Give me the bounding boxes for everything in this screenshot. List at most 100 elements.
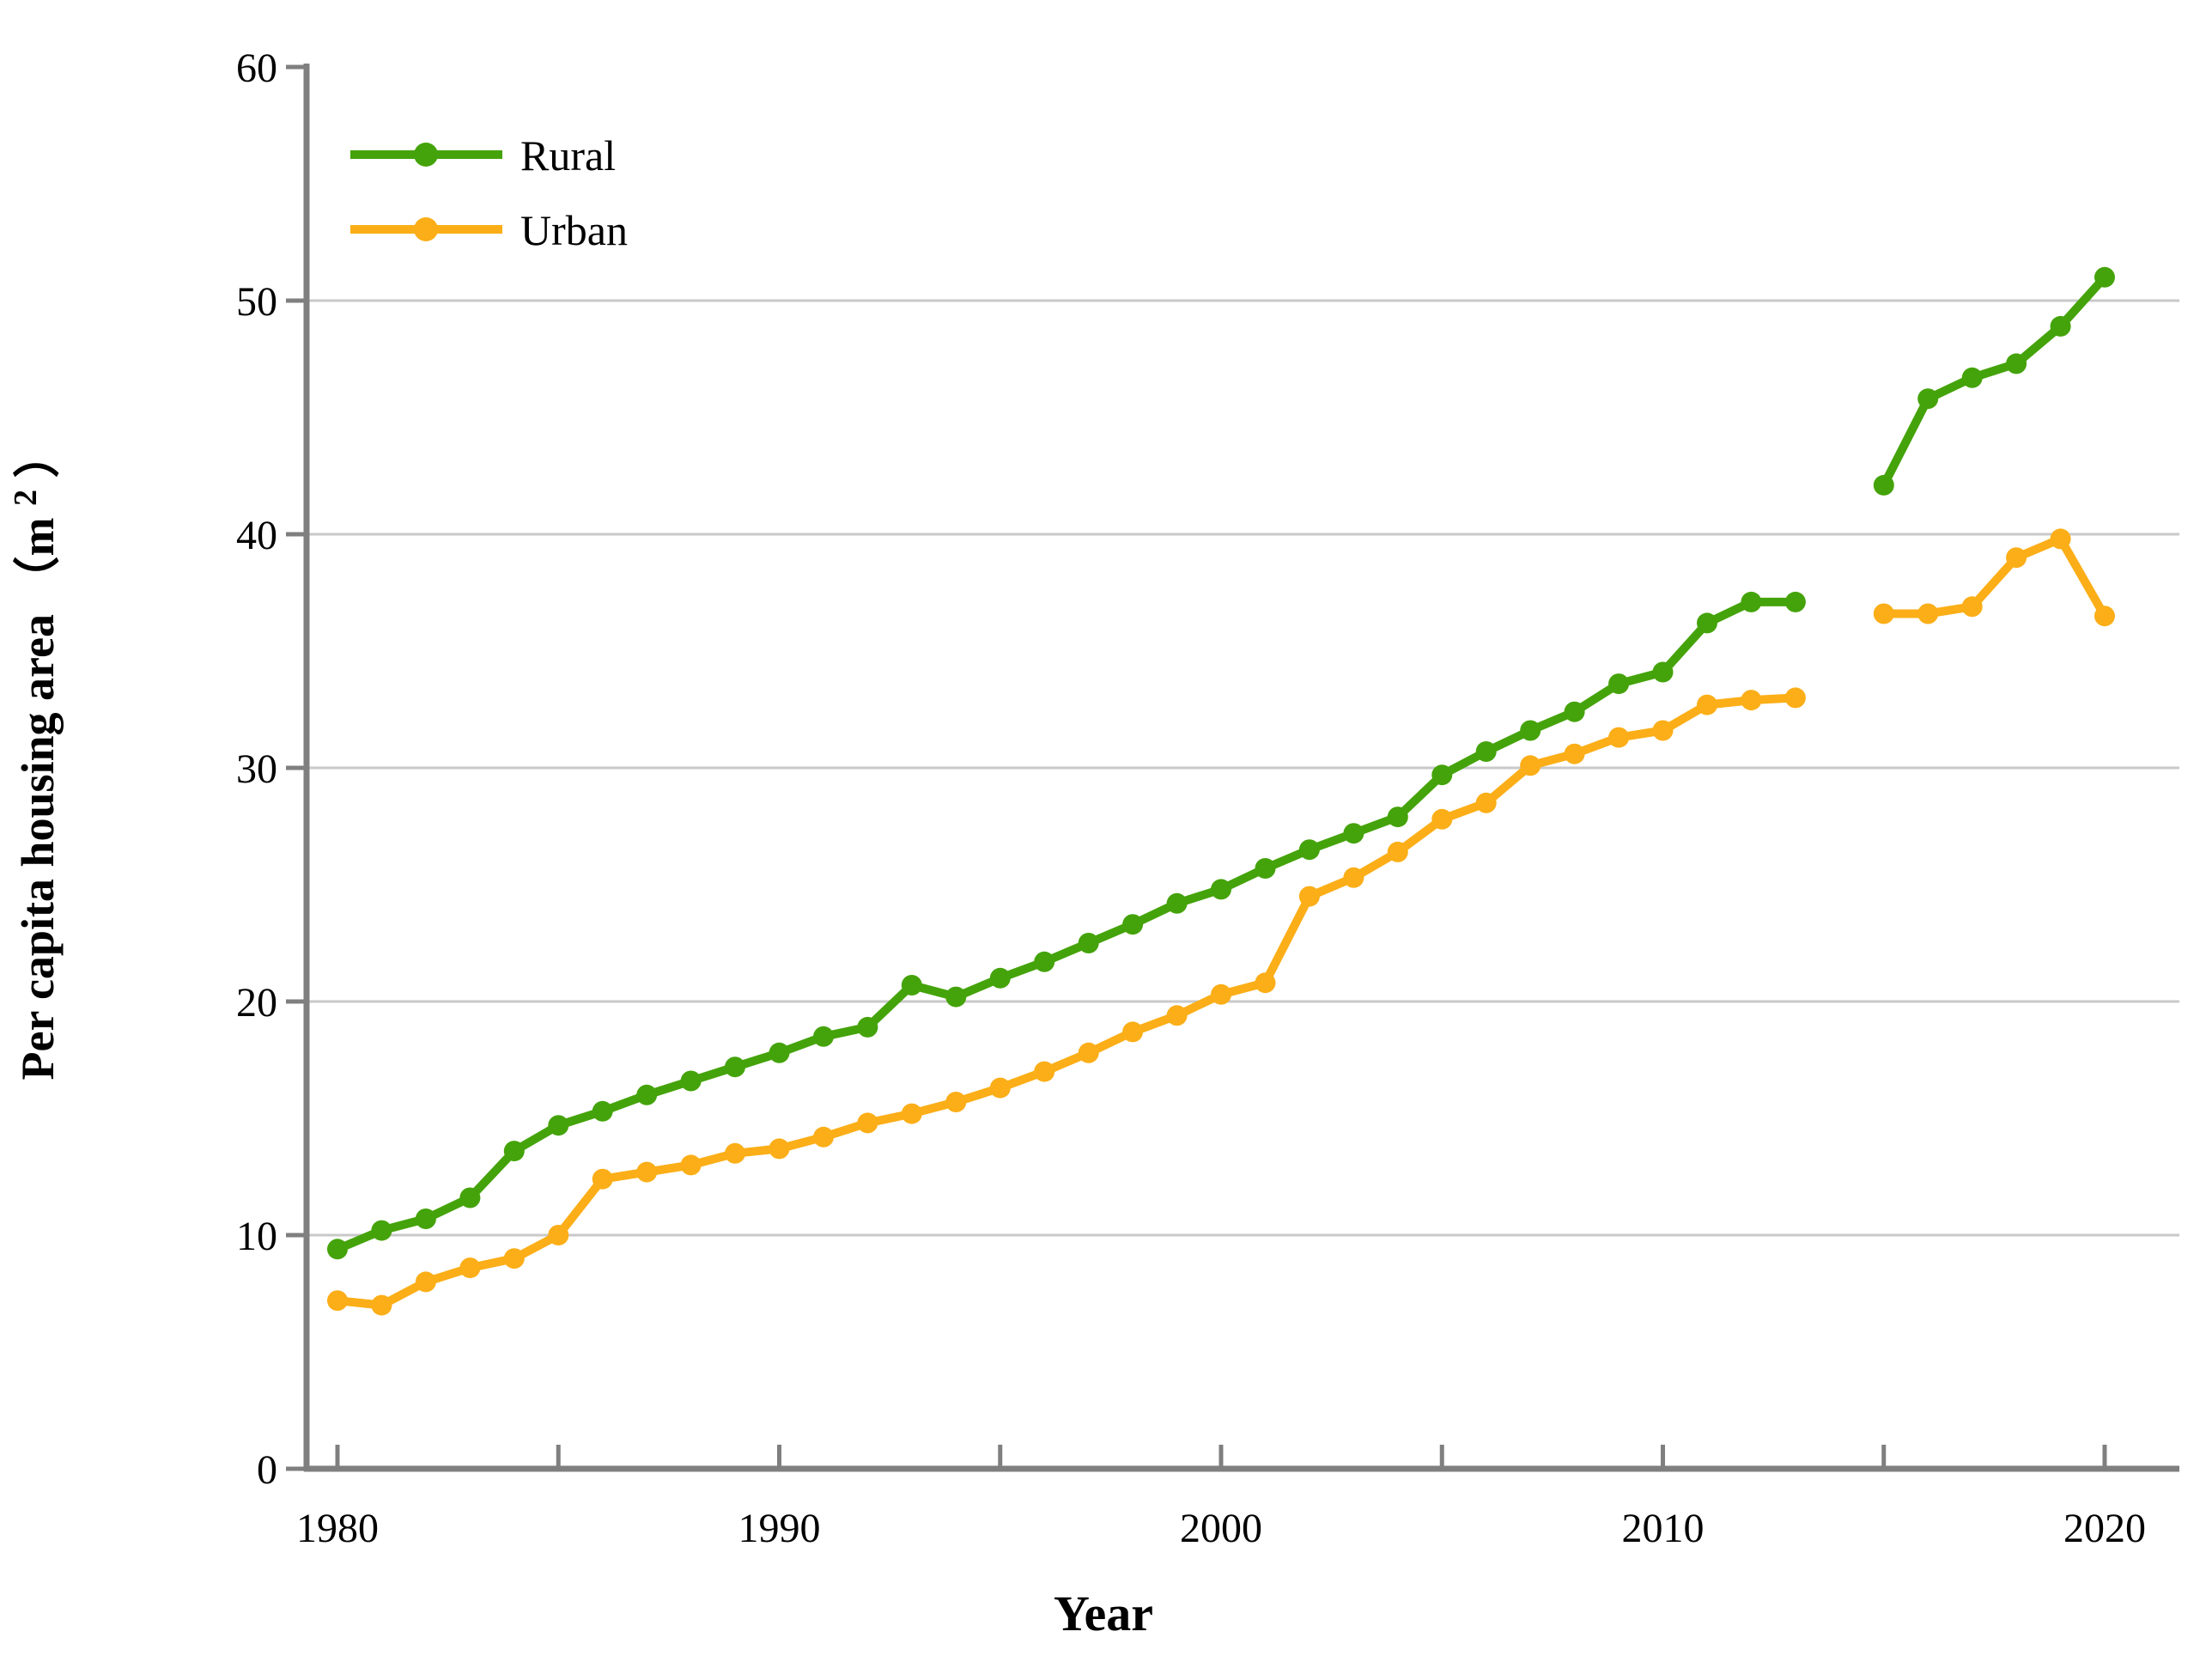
urban-point-2005 xyxy=(1431,808,1453,830)
y-axis-title-main: Per capita housing area （m xyxy=(12,517,64,1080)
rural-point-1987 xyxy=(636,1084,658,1105)
urban-point-2002 xyxy=(1298,886,1320,907)
rural-point-1992 xyxy=(857,1016,878,1038)
urban-point-2001 xyxy=(1255,972,1276,994)
y-tick-label-40: 40 xyxy=(236,513,277,558)
urban-point-1994 xyxy=(945,1092,967,1112)
rural-point-1980 xyxy=(327,1239,348,1260)
rural-point-1989 xyxy=(725,1056,745,1078)
urban-point-1999 xyxy=(1166,1005,1188,1026)
rural-point-1985 xyxy=(548,1115,569,1136)
rural-point-2001 xyxy=(1255,858,1276,879)
rural-point-1997 xyxy=(1078,933,1099,953)
urban-series-line-segment-1 xyxy=(333,693,1800,1310)
urban-point-1992 xyxy=(857,1112,878,1134)
urban-point-1980 xyxy=(327,1290,348,1312)
rural-point-2000 xyxy=(1211,879,1231,900)
x-axis-title: Year xyxy=(1054,1586,1153,1641)
urban-point-1993 xyxy=(901,1103,922,1124)
rural-point-2011 xyxy=(1697,612,1717,634)
urban-point-1998 xyxy=(1122,1021,1144,1043)
rural-point-2003 xyxy=(1343,823,1364,844)
gridlines-layer xyxy=(307,299,2179,1237)
urban-point-2003 xyxy=(1343,867,1364,888)
urban-series-line-segment-2 xyxy=(1879,534,2109,621)
y-axis-title: Per capita housing area （m 2 ） xyxy=(0,432,64,1081)
urban-point-2013 xyxy=(1784,687,1806,709)
rural-point-1983 xyxy=(459,1187,481,1209)
urban-point-1986 xyxy=(592,1168,613,1190)
urban-point-2004 xyxy=(1387,841,1408,862)
rural-point-1995 xyxy=(989,967,1011,989)
y-tick-label-30: 30 xyxy=(236,746,277,792)
urban-point-1984 xyxy=(503,1248,525,1269)
legend: Rural Urban xyxy=(350,131,628,254)
rural-point-2002 xyxy=(1298,839,1320,861)
urban-point-1983 xyxy=(459,1257,481,1279)
y-tick-label-50: 50 xyxy=(236,279,277,325)
rural-point-1991 xyxy=(813,1026,834,1047)
urban-point-2011 xyxy=(1697,694,1717,715)
urban-point-1985 xyxy=(548,1225,569,1245)
rural-point-1981 xyxy=(371,1220,392,1241)
urban-point-1989 xyxy=(725,1142,745,1164)
rural-point-2015 xyxy=(1873,474,1894,496)
urban-point-1996 xyxy=(1034,1061,1055,1082)
urban-point-1981 xyxy=(371,1294,392,1316)
urban-point-1982 xyxy=(415,1271,436,1293)
rural-point-1988 xyxy=(680,1070,702,1092)
y-axis-title-close: ） xyxy=(12,432,64,478)
rural-point-2017 xyxy=(1961,367,1983,388)
rural-point-2020 xyxy=(2094,266,2115,288)
rural-point-2008 xyxy=(1564,701,1585,722)
rural-point-2006 xyxy=(1475,741,1497,762)
rural-point-2012 xyxy=(1741,591,1762,612)
urban-point-1987 xyxy=(636,1161,658,1183)
rural-point-1990 xyxy=(769,1042,790,1063)
rural-point-2019 xyxy=(2050,315,2071,337)
y-tick-label-10: 10 xyxy=(236,1214,277,1259)
rural-legend-marker-icon xyxy=(414,143,438,167)
rural-point-1996 xyxy=(1034,951,1055,972)
x-tick-label-1980: 1980 xyxy=(296,1506,379,1551)
rural-point-2007 xyxy=(1520,720,1541,741)
x-tick-label-1990: 1990 xyxy=(738,1506,821,1551)
urban-point-2018 xyxy=(2006,547,2027,569)
x-tick-label-2020: 2020 xyxy=(2063,1506,2146,1551)
rural-series-line-segment-1 xyxy=(333,597,1800,1254)
rural-point-2004 xyxy=(1387,807,1408,828)
rural-point-1998 xyxy=(1122,914,1144,935)
series-layer xyxy=(327,266,2115,1316)
rural-point-1993 xyxy=(901,975,922,995)
rural-point-1994 xyxy=(945,986,967,1008)
rural-point-2009 xyxy=(1608,673,1630,695)
urban-point-2015 xyxy=(1873,603,1894,624)
rural-point-2010 xyxy=(1652,661,1674,683)
rural-point-2016 xyxy=(1917,388,1939,410)
rural-point-2005 xyxy=(1431,764,1453,786)
rural-series-line-segment-2 xyxy=(1879,272,2109,490)
rural-point-1982 xyxy=(415,1209,436,1229)
y-tick-label-20: 20 xyxy=(236,980,277,1026)
rural-legend-label: Rural xyxy=(520,131,616,180)
urban-point-1988 xyxy=(680,1154,702,1176)
urban-point-1995 xyxy=(989,1077,1011,1099)
urban-point-2000 xyxy=(1211,983,1231,1005)
y-axis-title-superscript: 2 xyxy=(8,490,44,506)
urban-point-2009 xyxy=(1608,727,1630,748)
urban-legend-label: Urban xyxy=(520,206,628,254)
urban-point-2012 xyxy=(1741,690,1762,711)
x-tick-label-2000: 2000 xyxy=(1180,1506,1262,1551)
urban-legend-marker-icon xyxy=(414,217,438,241)
legend-item-rural: Rural xyxy=(350,131,616,180)
urban-point-2016 xyxy=(1917,603,1939,624)
legend-item-urban: Urban xyxy=(350,206,628,254)
y-tick-label-0: 0 xyxy=(257,1447,277,1493)
y-tick-label-60: 60 xyxy=(236,46,277,91)
urban-point-2020 xyxy=(2094,606,2115,627)
rural-point-1986 xyxy=(592,1100,613,1122)
axes-layer: 0 10 20 30 40 50 60 1980 1990 2000 2010 2020 xyxy=(236,46,2179,1551)
rural-point-1984 xyxy=(503,1141,525,1162)
